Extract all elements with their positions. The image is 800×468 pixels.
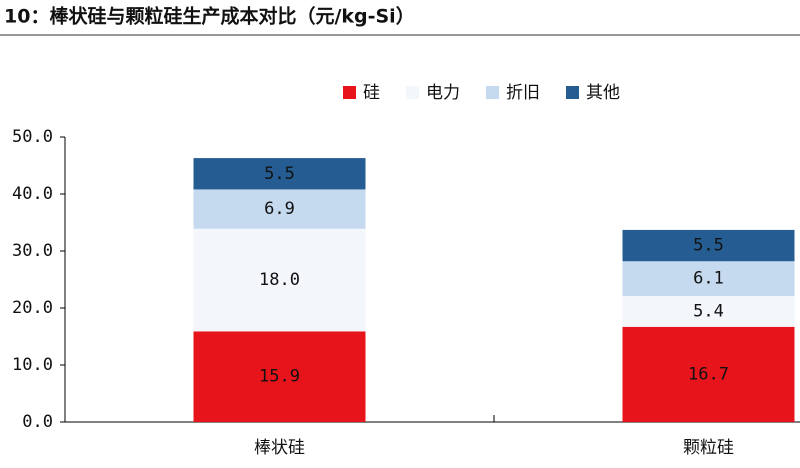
legend-label: 其他 [586, 83, 620, 103]
bar-segment [193, 189, 366, 229]
y-tick-label: 30.0 [12, 241, 53, 261]
legend-label: 折旧 [506, 83, 540, 103]
legend-swatch [486, 86, 499, 99]
y-tick-label: 40.0 [12, 184, 53, 204]
data-label: 5.5 [693, 236, 724, 256]
legend-label: 电力 [426, 83, 460, 103]
bar-segment [193, 158, 366, 190]
bar-segment [622, 296, 795, 327]
y-tick-label: 20.0 [12, 298, 53, 318]
legend-swatch [566, 86, 579, 99]
x-tick-label: 颗粒硅 [683, 438, 734, 458]
y-tick-label: 50.0 [12, 127, 53, 147]
bar-segment [193, 331, 366, 422]
legend-swatch [406, 86, 419, 99]
data-label: 5.4 [693, 301, 724, 321]
data-label: 16.7 [688, 364, 729, 384]
data-label: 5.5 [264, 164, 295, 184]
data-label: 6.9 [264, 199, 295, 219]
bar-segment [622, 229, 795, 262]
legend-swatch [343, 86, 356, 99]
legend-label: 硅 [363, 83, 380, 103]
chart-title: 10：棒状硅与颗粒硅生产成本对比（元/kg-Si） [4, 5, 415, 28]
y-tick-label: 0.0 [22, 412, 53, 432]
y-tick-label: 10.0 [12, 355, 53, 375]
data-label: 6.1 [693, 269, 724, 289]
data-label: 18.0 [259, 270, 300, 290]
bar-segment [622, 326, 795, 422]
x-tick-label: 棒状硅 [254, 438, 305, 458]
bar-segment [622, 261, 795, 297]
bar-segment [193, 228, 366, 332]
data-label: 15.9 [259, 367, 300, 387]
